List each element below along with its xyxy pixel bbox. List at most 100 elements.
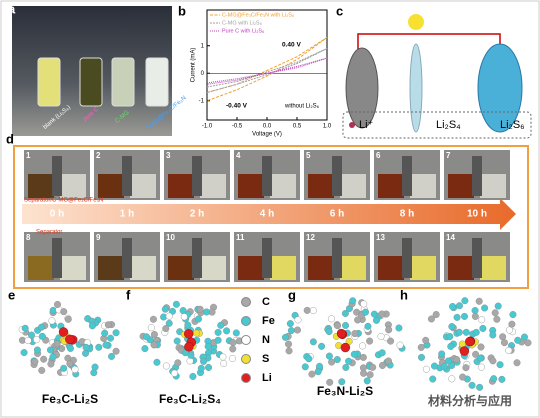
atom	[184, 329, 194, 339]
cell-right	[60, 256, 86, 280]
clamp	[122, 238, 132, 278]
atom	[479, 324, 487, 332]
atom	[214, 336, 222, 344]
cell-right	[130, 256, 156, 280]
time-label: 6 h	[330, 209, 344, 220]
cell-right	[410, 256, 436, 280]
atom	[46, 346, 54, 354]
cell-right	[340, 174, 366, 198]
atom	[491, 309, 499, 317]
atom	[153, 358, 161, 366]
clamp	[192, 238, 202, 278]
atom	[31, 358, 39, 366]
atom	[165, 312, 173, 320]
clamp	[52, 156, 62, 196]
y-axis-label: Current (mA)	[191, 48, 197, 83]
photo-number: 12	[306, 233, 315, 242]
panel-label: d	[6, 131, 14, 146]
cell-right	[480, 174, 506, 198]
panel-label: h	[400, 287, 408, 302]
atom	[203, 308, 211, 316]
atom	[161, 305, 169, 313]
atom	[305, 355, 313, 363]
atom	[417, 343, 425, 351]
photo-number: 13	[376, 233, 385, 242]
photo-number: 11	[236, 233, 245, 242]
atom	[60, 308, 68, 316]
atom	[514, 336, 522, 344]
atom	[232, 329, 240, 337]
atom	[20, 349, 28, 357]
atom	[287, 327, 295, 335]
clamp	[332, 238, 342, 278]
atom	[366, 371, 374, 379]
atom	[162, 325, 170, 333]
atom	[490, 375, 498, 383]
atom	[477, 354, 485, 362]
atom	[147, 324, 155, 332]
atom	[108, 352, 116, 360]
atom	[143, 333, 151, 341]
legend-text: Li⁺	[359, 119, 374, 131]
cell-right	[410, 174, 436, 198]
atom	[40, 355, 48, 363]
cell-left	[308, 174, 334, 198]
atom	[360, 369, 368, 377]
atom	[33, 346, 41, 354]
atom	[351, 330, 359, 338]
atom	[162, 362, 170, 370]
clamp	[402, 238, 412, 278]
atom	[48, 317, 56, 325]
cell-right	[480, 256, 506, 280]
atom	[112, 347, 120, 355]
atom	[471, 307, 479, 315]
atom	[342, 321, 350, 329]
photo-number: 8	[26, 233, 31, 242]
photo-number: 2	[96, 151, 101, 160]
atom	[197, 364, 205, 372]
atom	[361, 308, 369, 316]
atom	[472, 328, 480, 336]
atom	[318, 342, 326, 350]
atom	[468, 381, 476, 389]
atom	[489, 331, 497, 339]
clamp	[402, 156, 412, 196]
atom	[49, 353, 57, 361]
atom	[33, 336, 41, 344]
atom	[88, 322, 96, 330]
atom-legend	[241, 373, 251, 383]
atom	[429, 375, 437, 383]
atom	[65, 334, 75, 345]
atom	[325, 352, 333, 360]
atom	[440, 363, 448, 371]
atom	[493, 315, 501, 323]
photo-number: 4	[236, 151, 241, 160]
cv-curve	[206, 48, 328, 93]
atom	[104, 321, 112, 329]
atom	[219, 353, 227, 361]
atom	[217, 321, 225, 329]
atom	[354, 316, 362, 324]
atom	[179, 307, 187, 315]
legend-text: Li₂S₄	[436, 119, 461, 131]
cell-left	[28, 174, 54, 198]
atom	[102, 341, 110, 349]
atom	[301, 363, 309, 371]
atom	[369, 363, 377, 371]
atom	[422, 336, 430, 344]
photo-number: 7	[446, 151, 451, 160]
atom	[194, 315, 202, 323]
atom	[214, 328, 222, 336]
atom	[38, 366, 46, 374]
annotation: 0.40 V	[282, 42, 301, 49]
atom	[444, 357, 452, 365]
time-label: 0 h	[50, 209, 64, 220]
x-tick-label: -1.0	[202, 124, 213, 130]
cell-left	[98, 174, 124, 198]
cv-chart: -1.0 -0.5 0.0 0.5 1.0 -1 0 1 Voltage (V) Current …	[191, 9, 332, 138]
atom	[170, 369, 178, 377]
atom	[58, 327, 69, 337]
annotation: without Li₂S₆	[284, 104, 320, 110]
atom	[223, 327, 231, 335]
